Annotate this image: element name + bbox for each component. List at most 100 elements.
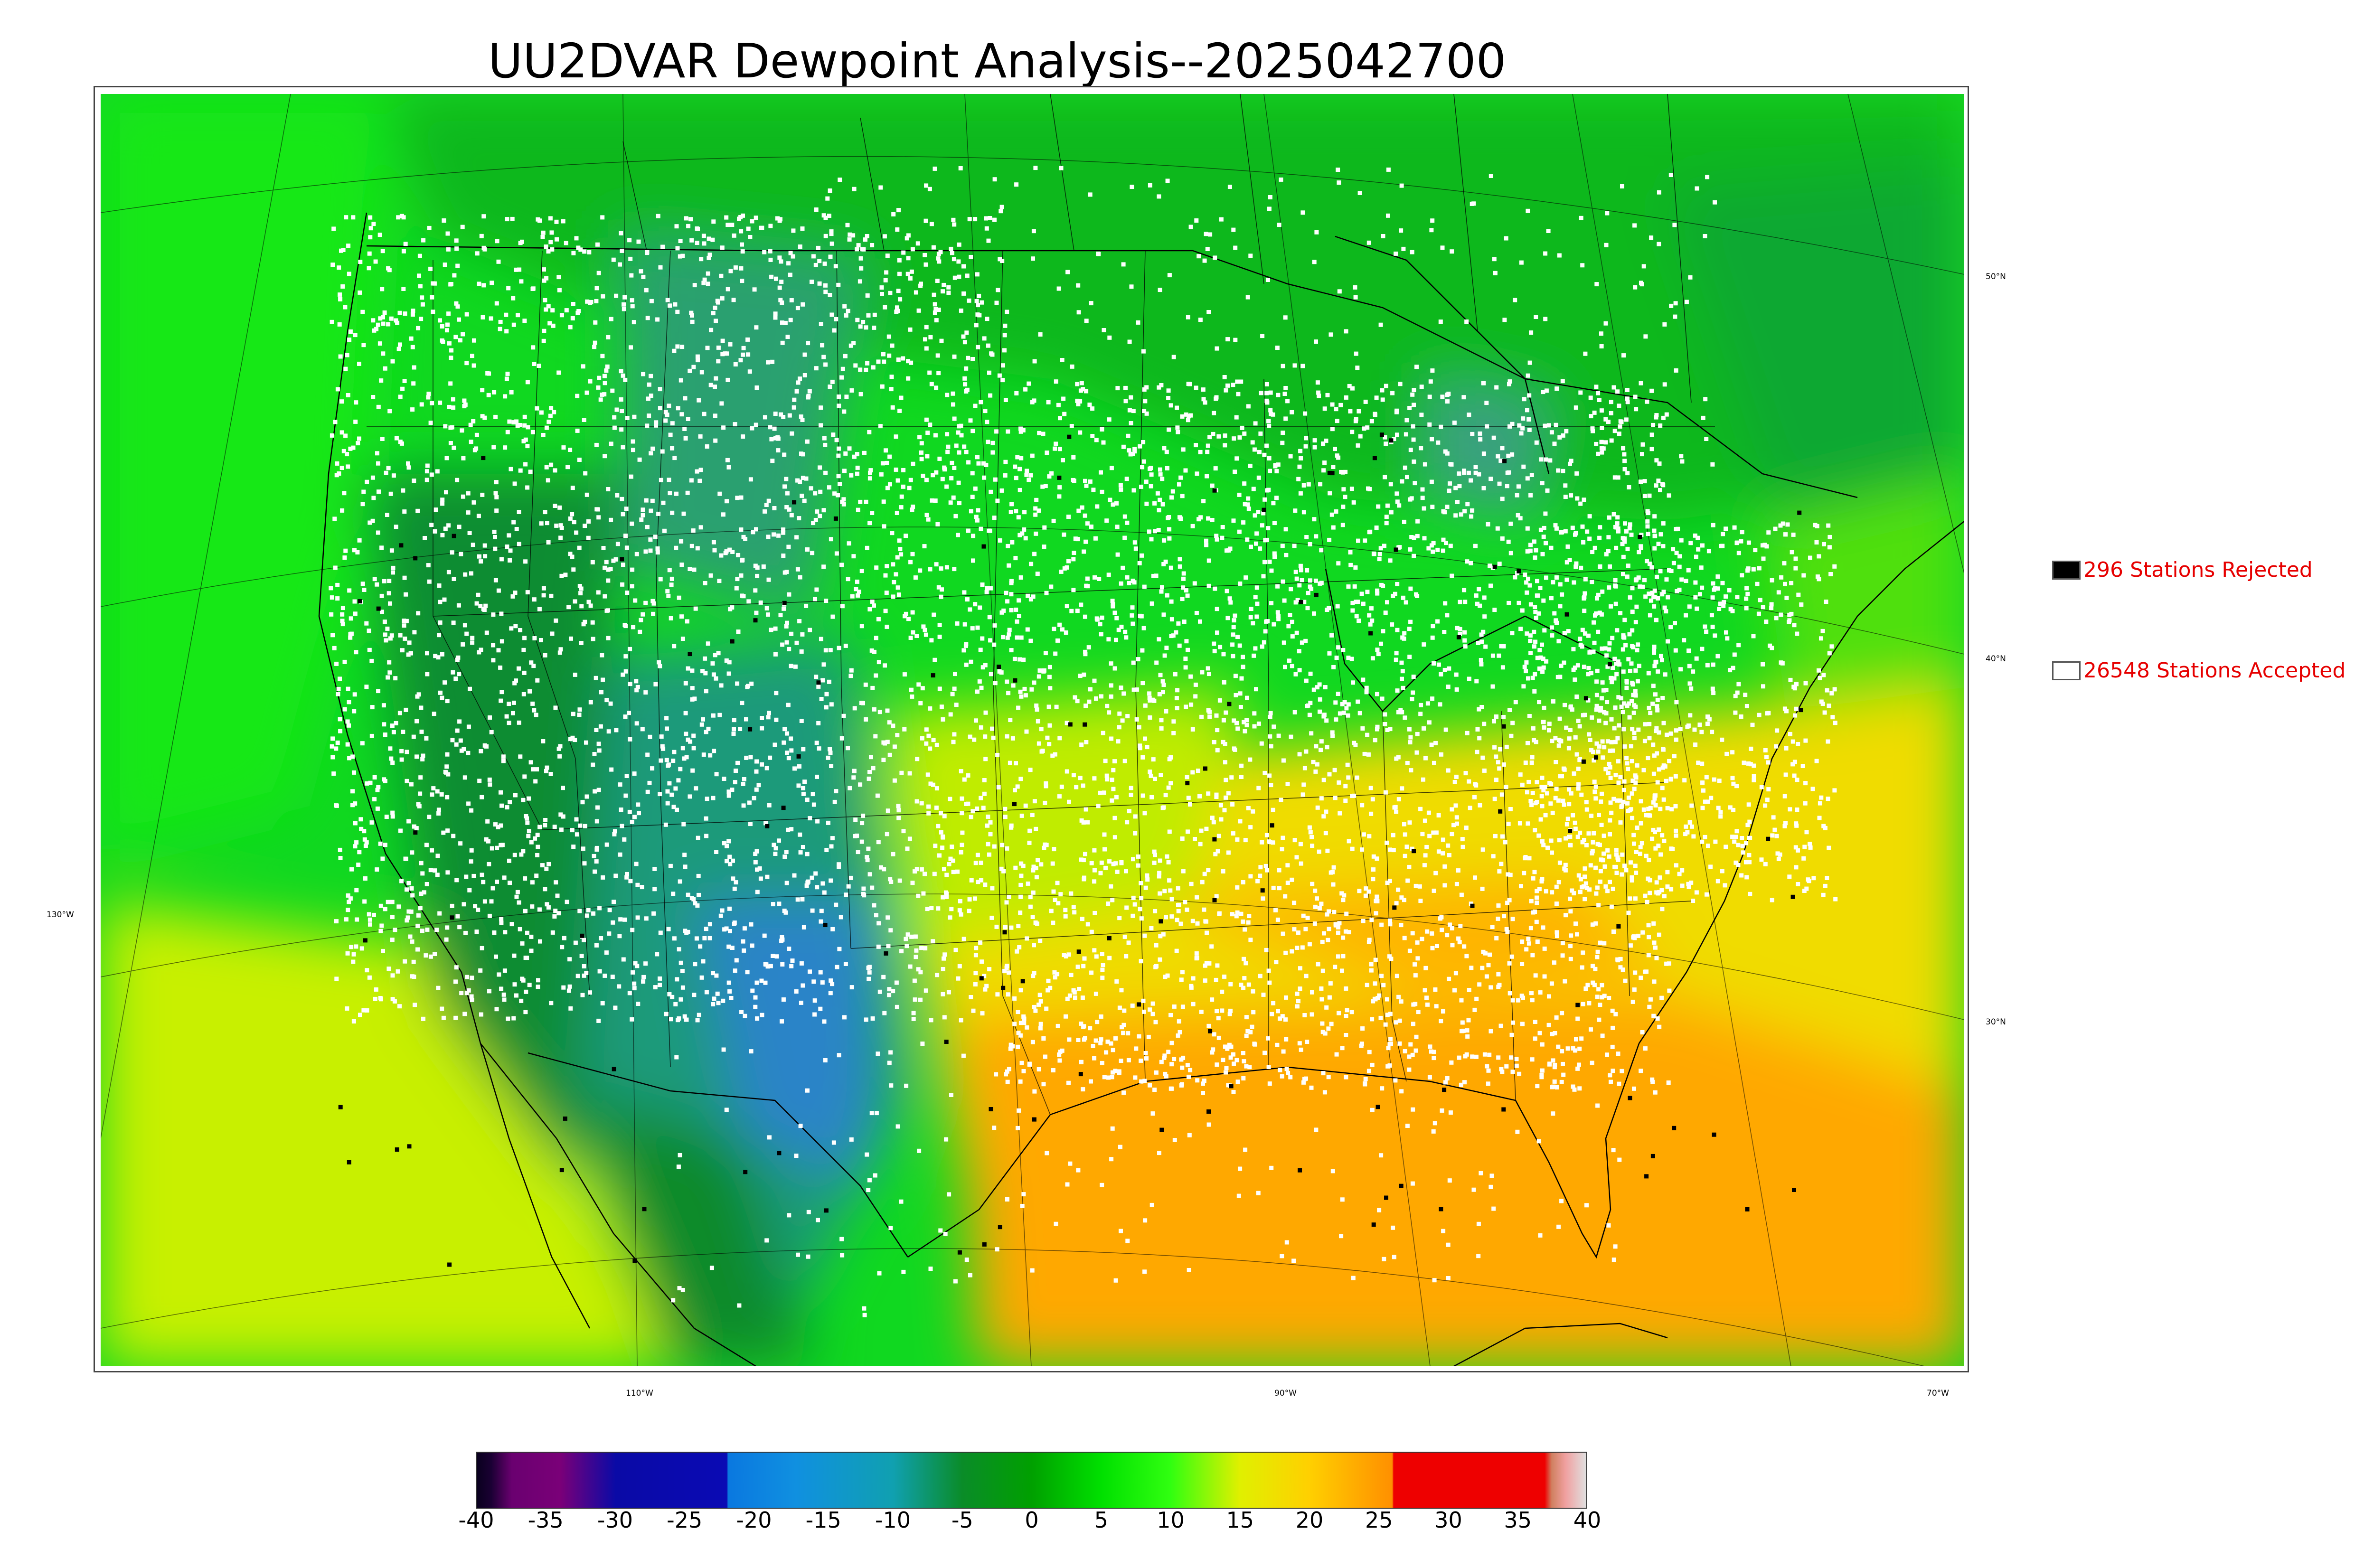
station-accepted-marker bbox=[872, 312, 877, 317]
station-accepted-marker bbox=[458, 338, 462, 343]
station-accepted-marker bbox=[527, 829, 531, 834]
station-accepted-marker bbox=[876, 617, 881, 621]
station-accepted-marker bbox=[1065, 565, 1069, 570]
station-accepted-marker bbox=[1618, 957, 1623, 961]
station-accepted-marker bbox=[494, 508, 499, 513]
station-accepted-marker bbox=[807, 389, 812, 394]
station-accepted-marker bbox=[668, 864, 673, 868]
station-accepted-marker bbox=[1392, 437, 1396, 441]
station-accepted-marker bbox=[934, 562, 939, 567]
station-accepted-marker bbox=[678, 254, 682, 259]
station-accepted-marker bbox=[535, 767, 539, 772]
station-accepted-marker bbox=[1231, 1090, 1236, 1094]
station-accepted-marker bbox=[480, 315, 485, 319]
station-accepted-marker bbox=[864, 717, 868, 722]
station-accepted-marker bbox=[1363, 1081, 1367, 1086]
station-accepted-marker bbox=[1482, 722, 1487, 726]
station-accepted-marker bbox=[881, 758, 886, 762]
station-accepted-marker bbox=[683, 681, 688, 685]
station-accepted-marker bbox=[1166, 516, 1170, 520]
station-accepted-marker bbox=[740, 701, 744, 705]
station-accepted-marker bbox=[1183, 665, 1188, 670]
station-accepted-marker bbox=[588, 603, 593, 608]
station-accepted-marker bbox=[388, 636, 393, 641]
station-accepted-marker bbox=[1168, 888, 1173, 893]
station-accepted-marker bbox=[632, 981, 637, 986]
station-accepted-marker bbox=[951, 858, 955, 863]
station-accepted-marker bbox=[1420, 487, 1425, 492]
station-accepted-marker bbox=[1027, 828, 1032, 833]
station-accepted-marker bbox=[1212, 649, 1217, 654]
station-accepted-marker bbox=[837, 862, 841, 867]
station-accepted-marker bbox=[1282, 598, 1287, 603]
station-accepted-marker bbox=[1412, 535, 1416, 540]
station-accepted-marker bbox=[1403, 832, 1407, 837]
station-accepted-marker bbox=[964, 389, 969, 394]
station-accepted-marker bbox=[351, 1019, 356, 1023]
station-accepted-marker bbox=[819, 423, 823, 428]
station-accepted-marker bbox=[869, 755, 873, 760]
station-accepted-marker bbox=[913, 934, 918, 939]
station-accepted-marker bbox=[368, 780, 373, 785]
station-accepted-marker bbox=[720, 908, 725, 913]
station-accepted-marker bbox=[1101, 440, 1106, 445]
station-accepted-marker bbox=[332, 516, 337, 521]
station-accepted-marker bbox=[567, 957, 572, 962]
station-accepted-marker bbox=[906, 256, 911, 261]
station-accepted-marker bbox=[1543, 785, 1547, 789]
station-accepted-marker bbox=[1377, 993, 1382, 998]
station-accepted-marker bbox=[405, 915, 410, 920]
station-accepted-marker bbox=[506, 286, 511, 291]
station-accepted-marker bbox=[1524, 947, 1529, 952]
station-accepted-marker bbox=[658, 983, 662, 987]
station-accepted-marker bbox=[397, 310, 402, 315]
station-accepted-marker bbox=[1583, 577, 1588, 582]
station-accepted-marker bbox=[1265, 868, 1269, 873]
station-accepted-marker bbox=[910, 552, 915, 556]
station-accepted-marker bbox=[787, 507, 791, 512]
station-accepted-marker bbox=[1494, 754, 1498, 759]
station-accepted-marker bbox=[371, 318, 376, 323]
station-accepted-marker bbox=[1475, 727, 1480, 732]
station-accepted-marker bbox=[685, 619, 689, 624]
station-accepted-marker bbox=[1383, 435, 1387, 440]
station-accepted-marker bbox=[769, 274, 774, 279]
station-accepted-marker bbox=[1073, 536, 1078, 541]
station-accepted-marker bbox=[1579, 792, 1584, 797]
station-accepted-marker bbox=[1462, 588, 1467, 592]
station-accepted-marker bbox=[899, 395, 904, 400]
station-accepted-marker bbox=[1522, 397, 1526, 402]
station-accepted-marker bbox=[538, 939, 542, 944]
station-accepted-marker bbox=[1625, 400, 1630, 404]
station-accepted-marker bbox=[1331, 882, 1336, 887]
station-accepted-marker bbox=[451, 834, 456, 838]
station-accepted-marker bbox=[494, 480, 499, 485]
station-accepted-marker bbox=[720, 296, 725, 301]
station-accepted-marker bbox=[493, 578, 498, 582]
station-accepted-marker bbox=[1089, 930, 1094, 934]
station-accepted-marker bbox=[665, 789, 670, 794]
station-accepted-marker bbox=[849, 985, 854, 990]
station-accepted-marker bbox=[1652, 793, 1657, 798]
station-accepted-marker bbox=[1248, 825, 1253, 830]
station-accepted-marker bbox=[1432, 1050, 1436, 1054]
station-accepted-marker bbox=[910, 507, 914, 512]
station-accepted-marker bbox=[435, 873, 440, 877]
station-accepted-marker bbox=[741, 939, 745, 944]
station-accepted-marker bbox=[723, 551, 728, 555]
station-accepted-marker bbox=[941, 717, 945, 722]
station-accepted-marker bbox=[410, 939, 415, 944]
station-accepted-marker bbox=[1021, 657, 1026, 662]
station-accepted-marker bbox=[665, 298, 670, 302]
station-accepted-marker bbox=[420, 871, 425, 876]
station-accepted-marker bbox=[1223, 443, 1227, 448]
station-accepted-marker bbox=[546, 249, 551, 254]
station-accepted-marker bbox=[792, 873, 797, 878]
station-accepted-marker bbox=[720, 352, 725, 357]
station-accepted-marker bbox=[1578, 390, 1583, 395]
station-accepted-marker bbox=[541, 230, 546, 235]
station-accepted-marker bbox=[1013, 464, 1017, 469]
station-accepted-marker bbox=[924, 478, 929, 482]
station-accepted-marker bbox=[926, 733, 931, 738]
station-accepted-marker bbox=[1299, 568, 1303, 573]
